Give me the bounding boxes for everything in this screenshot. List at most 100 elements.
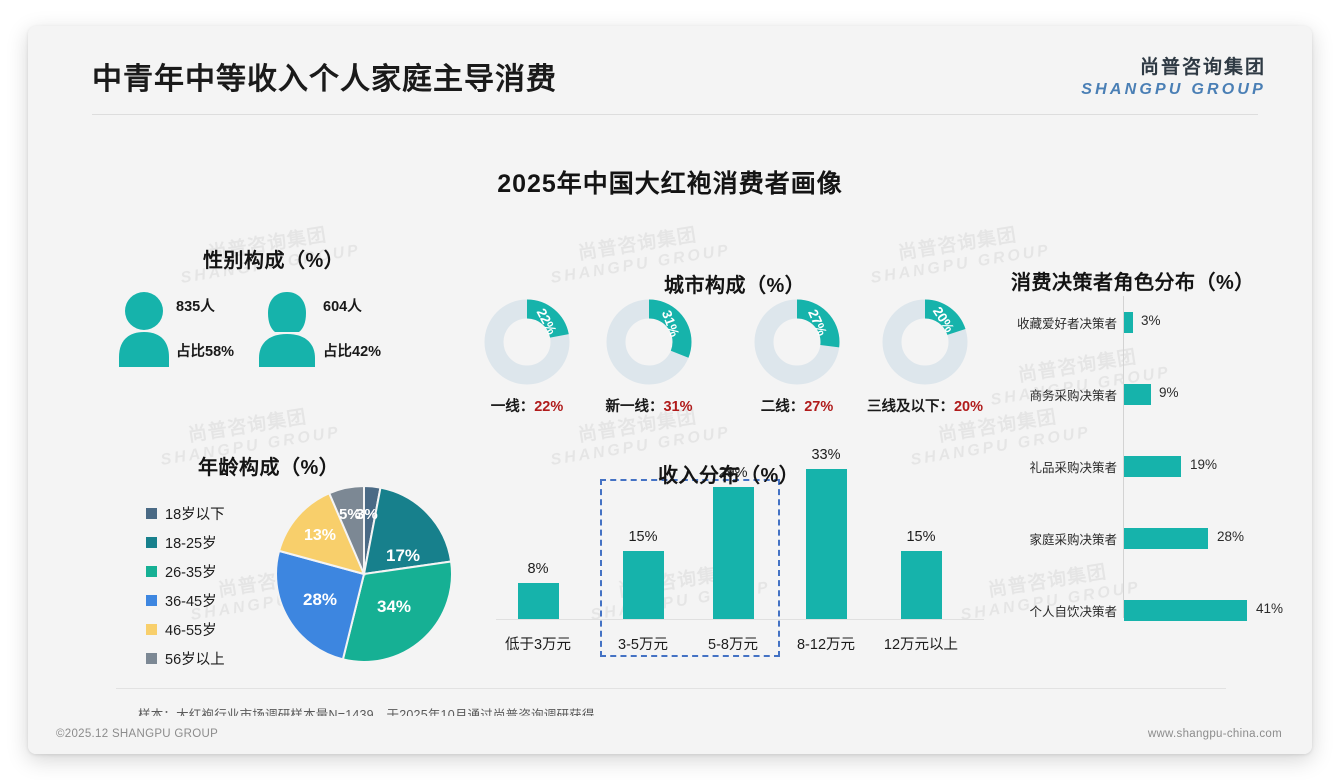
legend-item-36-45: 36-45岁 <box>146 586 225 615</box>
donut-caption-tier1: 一线：22% <box>468 395 586 416</box>
donut-caption-value: 20% <box>953 399 984 415</box>
slide-canvas: 尚普咨询集团 SHANGPU GROUP 尚普咨询集团 SHANGPU GROUP … <box>28 26 1312 754</box>
logo-english-text: SHANGPU GROUP <box>1081 81 1266 98</box>
legend-label: 56岁以上 <box>165 652 225 668</box>
donut-ring: 31% <box>603 296 695 388</box>
donut-caption-newtier1: 新一线：31% <box>590 395 708 416</box>
legend-swatch-icon <box>146 624 157 635</box>
income-value: 15% <box>906 529 936 545</box>
gender-female-texts: 604人 占比42% <box>323 295 381 361</box>
chart-subtitle: 2025年中国大红袍消费者画像 <box>497 170 843 198</box>
role-value: 41% <box>1256 601 1284 616</box>
role-label: 商务采购决策者 <box>1029 389 1117 403</box>
income-value: 8% <box>527 561 549 577</box>
role-chart-axis <box>1123 296 1124 618</box>
page-title: 中青年中等收入个人家庭主导消费 <box>92 63 557 96</box>
city-section-title: 城市构成（%） <box>664 275 806 297</box>
donut-ring: 27% <box>751 296 843 388</box>
donut-caption-prefix: 新一线： <box>605 399 664 415</box>
role-label: 家庭采购决策者 <box>1029 533 1117 547</box>
male-avatar-icon <box>118 291 170 372</box>
income-category: 12万元以上 <box>883 637 959 653</box>
decision-role-panel: 收藏爱好者决策者 3% 商务采购决策者 9% 礼品采购决策者 19% 家庭采购决… <box>1003 241 1303 641</box>
role-value: 28% <box>1217 529 1245 544</box>
donut-caption-prefix: 三线及以下： <box>866 399 954 415</box>
role-bar <box>1124 312 1133 333</box>
website-url[interactable]: www.shangpu-china.com <box>1147 728 1282 740</box>
legend-item-18-25: 18-25岁 <box>146 528 225 557</box>
income-category: 8-12万元 <box>796 637 856 653</box>
income-category: 3-5万元 <box>618 637 668 653</box>
role-bar <box>1124 456 1181 477</box>
donut-chart-tier3: 20% 三线及以下：20% <box>866 296 984 416</box>
income-column: 15% <box>873 529 969 619</box>
slide-header: 中青年中等收入个人家庭主导消费 尚普咨询集团 SHANGPU GROUP <box>28 26 1312 118</box>
role-row: 个人自饮决策者 41% <box>1003 597 1303 623</box>
legend-label: 46-55岁 <box>165 623 217 639</box>
gender-female-count: 604人 <box>323 299 362 315</box>
income-bar <box>622 551 664 619</box>
slide-footer: ©2025.12 SHANGPU GROUP www.shangpu-china… <box>28 716 1312 754</box>
role-bar <box>1124 384 1151 405</box>
income-distribution-panel: 8% 低于3万元 15% 3-5万元 29% 5-8万元 33% 8-12万元 … <box>478 441 1008 676</box>
donut-chart-tier1: 22% 一线：22% <box>468 296 586 416</box>
city-composition-panel: 22% 一线：22% 31% 新一线：31% 27% 二线 <box>468 241 1013 415</box>
role-bar <box>1124 528 1208 549</box>
legend-swatch-icon <box>146 566 157 577</box>
role-value: 19% <box>1190 457 1218 472</box>
legend-swatch-icon <box>146 537 157 548</box>
role-row: 礼品采购决策者 19% <box>1003 453 1303 479</box>
role-label: 个人自饮决策者 <box>1029 605 1117 619</box>
legend-item-under18: 18岁以下 <box>146 499 225 528</box>
legend-label: 18-25岁 <box>165 536 217 552</box>
role-section-title: 消费决策者角色分布（%） <box>1011 272 1255 294</box>
legend-item-46-55: 46-55岁 <box>146 615 225 644</box>
donut-caption-tier2: 二线：27% <box>738 395 856 416</box>
donut-caption-prefix: 二线： <box>760 399 805 415</box>
female-avatar-icon <box>257 291 317 372</box>
donut-ring: 22% <box>481 296 573 388</box>
logo-chinese-text: 尚普咨询集团 <box>1139 57 1266 78</box>
gender-composition-panel: 835人 占比58% 604人 占比42% <box>118 241 448 376</box>
role-row: 家庭采购决策者 28% <box>1003 525 1303 551</box>
income-section-title: 收入分布（%） <box>658 465 800 487</box>
gender-male-share: 占比58% <box>176 344 235 360</box>
gender-female-share: 占比42% <box>323 344 382 360</box>
role-value: 9% <box>1159 385 1179 400</box>
role-row: 商务采购决策者 9% <box>1003 381 1303 407</box>
donut-caption-value: 27% <box>804 399 834 415</box>
donut-chart-tier2: 27% 二线：27% <box>738 296 856 416</box>
gender-male-texts: 835人 占比58% <box>176 295 234 361</box>
age-section-title: 年龄构成（%） <box>198 457 340 479</box>
income-category: 5-8万元 <box>708 637 758 653</box>
income-bar <box>900 551 942 619</box>
income-column: 33% <box>778 447 874 619</box>
legend-item-26-35: 26-35岁 <box>146 557 225 586</box>
legend-label: 36-45岁 <box>165 594 217 610</box>
donut-caption-prefix: 一线： <box>490 399 535 415</box>
income-column: 15% <box>595 529 691 619</box>
donut-chart-newtier1: 31% 新一线：31% <box>590 296 708 416</box>
gender-section-title: 性别构成（%） <box>203 250 345 272</box>
income-category: 低于3万元 <box>504 637 572 653</box>
legend-swatch-icon <box>146 508 157 519</box>
pie-legend: 18岁以下 18-25岁 26-35岁 36-45岁 46-55岁 56岁以上 <box>146 499 225 673</box>
legend-label: 18岁以下 <box>165 507 225 523</box>
income-column: 8% <box>490 561 586 619</box>
age-pie-chart: 17% 34% 28% 13% 5% 3% <box>273 483 455 665</box>
legend-swatch-icon <box>146 653 157 664</box>
brand-logo: 尚普咨询集团 SHANGPU GROUP <box>1081 52 1266 99</box>
income-chart-baseline <box>496 619 984 620</box>
note-divider <box>116 688 1226 689</box>
income-column: 29% <box>685 465 781 619</box>
legend-label: 26-35岁 <box>165 565 217 581</box>
donut-caption-value: 22% <box>534 399 564 415</box>
role-bar <box>1124 600 1247 621</box>
income-value: 33% <box>811 447 841 463</box>
income-bar <box>517 583 559 619</box>
role-row: 收藏爱好者决策者 3% <box>1003 309 1303 335</box>
income-value: 15% <box>628 529 658 545</box>
donut-ring: 20% <box>879 296 971 388</box>
donut-caption-value: 31% <box>663 399 693 415</box>
role-label: 礼品采购决策者 <box>1029 461 1117 475</box>
